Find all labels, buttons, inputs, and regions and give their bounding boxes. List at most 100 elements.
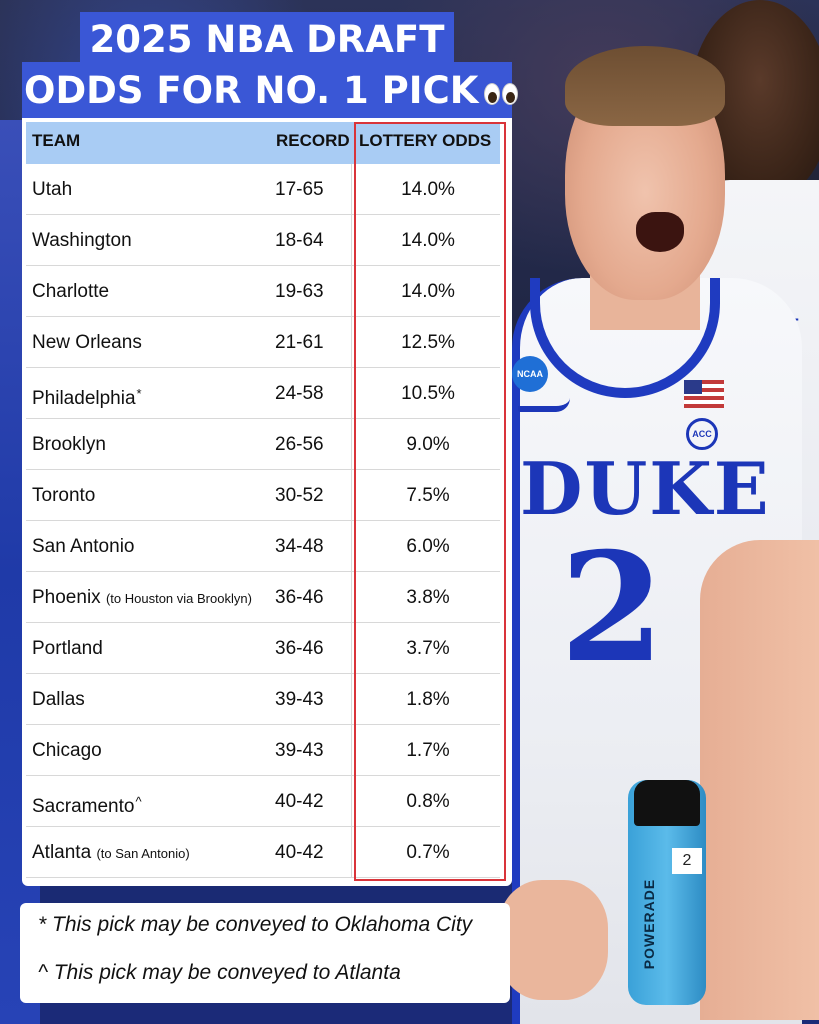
record-cell: 21-61 bbox=[275, 332, 324, 353]
table-row: New Orleans 21-61 12.5% bbox=[26, 317, 500, 368]
ncaa-badge-icon: NCAA bbox=[512, 356, 548, 392]
team-cell: New Orleans bbox=[32, 317, 142, 368]
nike-swoosh-icon bbox=[518, 398, 570, 412]
title-line-2: ODDS FOR NO. 1 PICK bbox=[22, 62, 519, 120]
team-cell: Chicago bbox=[32, 725, 102, 776]
record-cell: 19-63 bbox=[275, 281, 324, 302]
lottery-odds-cell: 14.0% bbox=[401, 230, 455, 251]
table-row: Philadelphia* 24-58 10.5% bbox=[26, 368, 500, 419]
team-cell: Utah bbox=[32, 164, 72, 215]
team-name: Chicago bbox=[32, 740, 102, 761]
record-cell: 30-52 bbox=[275, 485, 324, 506]
team-name: Utah bbox=[32, 179, 73, 200]
lottery-odds-cell: 3.7% bbox=[406, 638, 450, 659]
lottery-odds-cell: 14.0% bbox=[401, 179, 455, 200]
team-cell: Portland bbox=[32, 623, 103, 674]
title-line-1: 2025 NBA DRAFT bbox=[80, 12, 454, 68]
table-row: Utah 17-65 14.0% bbox=[26, 164, 500, 215]
pick-conveyance-note: (to San Antonio) bbox=[96, 846, 190, 861]
lottery-odds-cell: 10.5% bbox=[401, 383, 455, 404]
footnote-caret: ^ This pick may be conveyed to Atlanta bbox=[38, 961, 401, 984]
acc-logo-icon: ACC bbox=[686, 418, 718, 450]
pick-conveyance-note: (to Houston via Brooklyn) bbox=[105, 591, 252, 606]
table-row: Brooklyn 26-56 9.0% bbox=[26, 419, 500, 470]
table-row: Portland 36-46 3.7% bbox=[26, 623, 500, 674]
team-cell: Philadelphia* bbox=[32, 368, 142, 419]
team-name: Brooklyn bbox=[32, 434, 106, 455]
table-body: Utah 17-65 14.0% Washington 18-64 14.0% Charlo… bbox=[26, 164, 500, 878]
record-cell: 18-64 bbox=[275, 230, 324, 251]
water-bottle-cap bbox=[634, 780, 700, 826]
table-row: Washington 18-64 14.0% bbox=[26, 215, 500, 266]
team-name: Philadelphia bbox=[32, 388, 136, 409]
us-flag-icon bbox=[684, 380, 724, 408]
record-cell: 24-58 bbox=[275, 383, 324, 404]
lottery-odds-cell: 12.5% bbox=[401, 332, 455, 353]
header-record: RECORD bbox=[276, 131, 350, 150]
jersey-team-name: DUKE bbox=[520, 446, 771, 531]
table-row: Toronto 30-52 7.5% bbox=[26, 470, 500, 521]
footnote-marker: * bbox=[136, 386, 142, 401]
table-row: Chicago 39-43 1.7% bbox=[26, 725, 500, 776]
lottery-odds-cell: 6.0% bbox=[406, 536, 450, 557]
table-row: Atlanta (to San Antonio) 40-42 0.7% bbox=[26, 827, 500, 878]
table-row: Sacramento^ 40-42 0.8% bbox=[26, 776, 500, 827]
lottery-odds-cell: 3.8% bbox=[406, 587, 450, 608]
record-cell: 40-42 bbox=[275, 842, 324, 863]
lottery-odds-cell: 14.0% bbox=[401, 281, 455, 302]
footnotes-card bbox=[20, 903, 510, 1003]
team-cell: Washington bbox=[32, 215, 132, 266]
team-name: Toronto bbox=[32, 485, 96, 506]
table-row: Charlotte 19-63 14.0% bbox=[26, 266, 500, 317]
table-row: Phoenix (to Houston via Brooklyn) 36-46 3.… bbox=[26, 572, 500, 623]
team-name: New Orleans bbox=[32, 332, 142, 353]
player-hair bbox=[565, 46, 725, 126]
team-cell: Brooklyn bbox=[32, 419, 106, 470]
team-cell: Dallas bbox=[32, 674, 85, 725]
team-cell: Toronto bbox=[32, 470, 95, 521]
team-cell: Sacramento^ bbox=[32, 776, 142, 827]
column-divider bbox=[351, 164, 352, 878]
team-name: Dallas bbox=[32, 689, 85, 710]
record-cell: 36-46 bbox=[275, 587, 324, 608]
table-row: San Antonio 34-48 6.0% bbox=[26, 521, 500, 572]
team-name: Atlanta bbox=[32, 842, 92, 863]
lottery-odds-cell: 1.8% bbox=[406, 689, 450, 710]
record-cell: 40-42 bbox=[275, 791, 324, 812]
team-cell: Phoenix (to Houston via Brooklyn) bbox=[32, 572, 252, 623]
odds-table bbox=[22, 118, 512, 886]
table-row: Dallas 39-43 1.8% bbox=[26, 674, 500, 725]
footnote-marker: ^ bbox=[135, 794, 142, 809]
footnote-asterisk: * This pick may be conveyed to Oklahoma … bbox=[38, 913, 473, 936]
team-name: Washington bbox=[32, 230, 132, 251]
table-header bbox=[26, 122, 500, 164]
team-name: Portland bbox=[32, 638, 103, 659]
lottery-odds-cell: 0.7% bbox=[406, 842, 450, 863]
team-name: Charlotte bbox=[32, 281, 110, 302]
eyes-emoji-icon bbox=[484, 64, 520, 122]
lottery-odds-cell: 1.7% bbox=[406, 740, 450, 761]
team-cell: Charlotte bbox=[32, 266, 109, 317]
team-name: Phoenix bbox=[32, 587, 101, 608]
jersey-number: 2 bbox=[560, 520, 665, 696]
header-team: TEAM bbox=[32, 131, 81, 150]
team-cell: Atlanta (to San Antonio) bbox=[32, 827, 190, 878]
team-cell: San Antonio bbox=[32, 521, 134, 572]
title-text-2: ODDS FOR NO. 1 PICK bbox=[24, 69, 479, 112]
header-lottery-odds: LOTTERY ODDS bbox=[359, 131, 492, 150]
bottle-brand-label: POWERADE bbox=[641, 878, 658, 970]
player-arm bbox=[700, 540, 819, 1020]
lottery-odds-cell: 7.5% bbox=[406, 485, 450, 506]
player-hand bbox=[498, 880, 608, 1000]
team-name: San Antonio bbox=[32, 536, 135, 557]
team-name: Sacramento bbox=[32, 796, 135, 817]
record-cell: 34-48 bbox=[275, 536, 324, 557]
record-cell: 36-46 bbox=[275, 638, 324, 659]
record-cell: 17-65 bbox=[275, 179, 324, 200]
record-cell: 39-43 bbox=[275, 740, 324, 761]
player-mouth bbox=[636, 212, 684, 252]
bottle-number-label: 2 bbox=[672, 848, 702, 874]
record-cell: 39-43 bbox=[275, 689, 324, 710]
lottery-odds-cell: 9.0% bbox=[406, 434, 450, 455]
title-text-1: 2025 NBA DRAFT bbox=[89, 18, 445, 61]
